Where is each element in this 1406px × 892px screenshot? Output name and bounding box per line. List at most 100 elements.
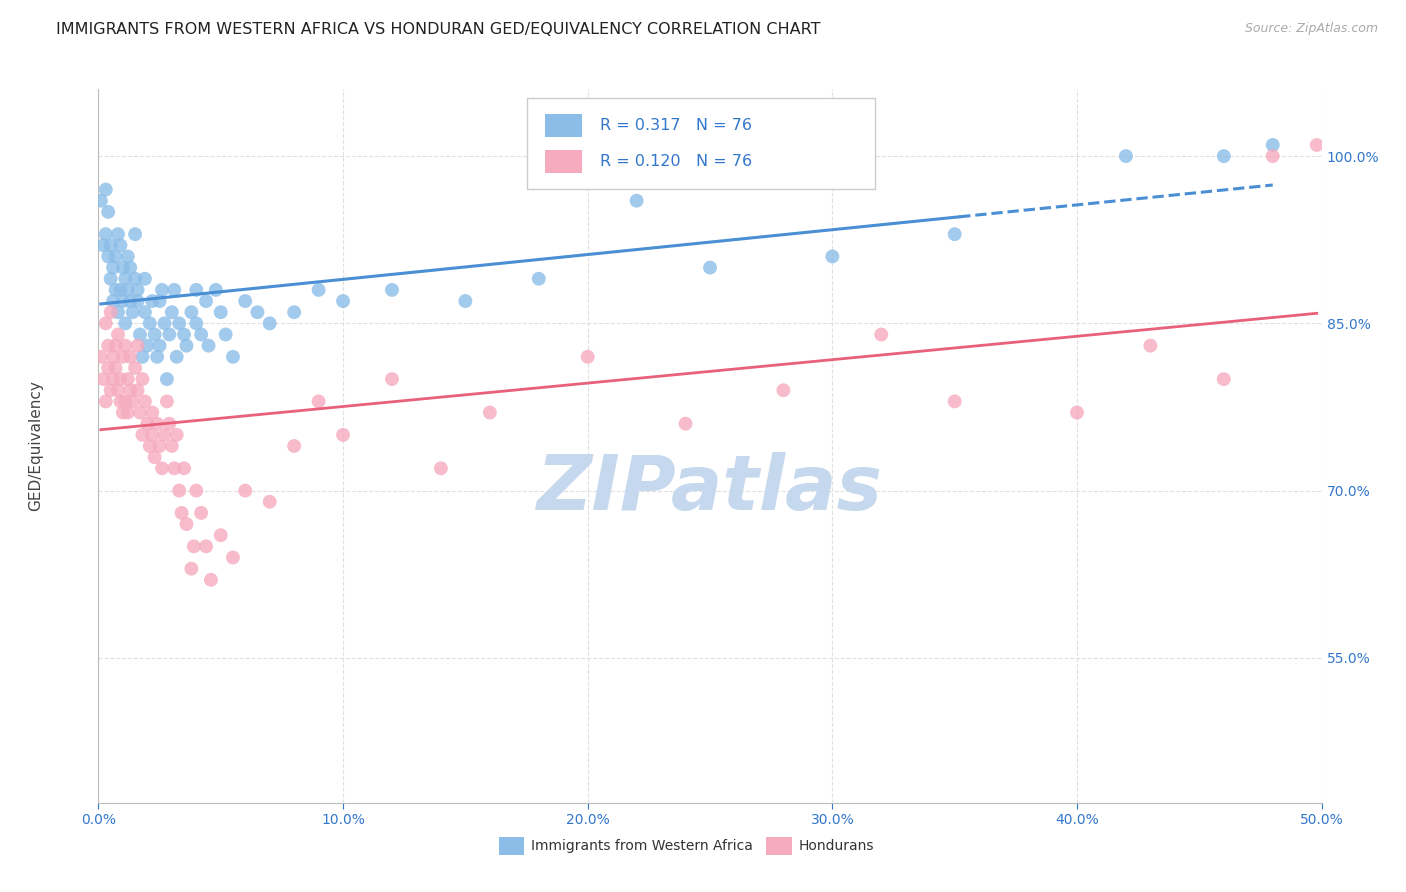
Point <box>114 317 136 331</box>
Point <box>101 372 124 386</box>
Point <box>131 428 153 442</box>
Point <box>454 294 477 309</box>
Point <box>157 327 180 342</box>
Point <box>150 461 173 475</box>
Point <box>195 294 218 309</box>
Point <box>143 450 166 465</box>
Point <box>111 294 134 309</box>
Point <box>153 428 176 442</box>
Point <box>183 539 205 553</box>
Point <box>111 406 134 420</box>
Point <box>101 294 124 309</box>
Point <box>114 339 136 353</box>
Point <box>246 305 269 319</box>
Point <box>233 294 256 309</box>
Point <box>117 372 139 386</box>
Point <box>190 506 212 520</box>
Point <box>186 483 208 498</box>
Point <box>150 283 173 297</box>
Point <box>136 417 159 431</box>
Point <box>110 238 132 252</box>
FancyBboxPatch shape <box>546 114 582 137</box>
Point <box>190 327 212 342</box>
Point <box>139 439 162 453</box>
Point <box>127 339 149 353</box>
Point <box>156 394 179 409</box>
Point <box>180 305 202 319</box>
Point <box>124 361 146 376</box>
Point <box>117 406 139 420</box>
Point <box>200 573 222 587</box>
FancyBboxPatch shape <box>546 150 582 173</box>
Point <box>94 183 117 197</box>
Point <box>173 461 195 475</box>
Point <box>149 294 172 309</box>
Point <box>167 317 190 331</box>
Point <box>90 350 112 364</box>
Point <box>176 517 198 532</box>
Point <box>124 227 146 242</box>
Text: R = 0.317   N = 76: R = 0.317 N = 76 <box>600 118 752 133</box>
Point <box>104 250 127 264</box>
Point <box>180 562 202 576</box>
Point <box>943 227 966 242</box>
Point <box>209 528 232 542</box>
Point <box>259 495 281 509</box>
Point <box>205 283 228 297</box>
Point <box>127 283 149 297</box>
Point <box>136 339 159 353</box>
Point <box>149 439 172 453</box>
Point <box>478 406 501 420</box>
Point <box>107 227 129 242</box>
Point <box>114 272 136 286</box>
Point <box>222 350 245 364</box>
Point <box>139 317 162 331</box>
Point <box>141 406 163 420</box>
Point <box>1212 372 1234 386</box>
Point <box>94 394 117 409</box>
Point <box>173 327 195 342</box>
Point <box>107 384 129 398</box>
Point <box>308 283 330 297</box>
Point <box>127 294 149 309</box>
Point <box>157 417 180 431</box>
Point <box>870 327 893 342</box>
Point <box>107 305 129 319</box>
Point <box>209 305 232 319</box>
Point <box>117 283 139 297</box>
Point <box>156 372 179 386</box>
Point <box>100 238 122 252</box>
Point <box>129 327 152 342</box>
Point <box>110 283 132 297</box>
Point <box>699 260 721 275</box>
Point <box>1212 149 1234 163</box>
Text: Immigrants from Western Africa: Immigrants from Western Africa <box>531 838 754 853</box>
Point <box>143 327 166 342</box>
Point <box>141 428 163 442</box>
Text: Source: ZipAtlas.com: Source: ZipAtlas.com <box>1244 22 1378 36</box>
Point <box>197 339 219 353</box>
Text: IMMIGRANTS FROM WESTERN AFRICA VS HONDURAN GED/EQUIVALENCY CORRELATION CHART: IMMIGRANTS FROM WESTERN AFRICA VS HONDUR… <box>56 22 821 37</box>
Point <box>100 305 122 319</box>
Point <box>153 317 176 331</box>
Point <box>114 394 136 409</box>
Point <box>104 339 127 353</box>
Point <box>527 272 550 286</box>
Point <box>1139 339 1161 353</box>
Point <box>134 272 156 286</box>
Point <box>943 394 966 409</box>
Point <box>94 227 117 242</box>
Point <box>90 194 112 208</box>
Point <box>120 384 142 398</box>
Point <box>111 260 134 275</box>
Point <box>149 339 172 353</box>
Point <box>332 428 354 442</box>
Point <box>160 439 183 453</box>
Point <box>101 350 124 364</box>
Point <box>195 539 218 553</box>
Point <box>163 283 186 297</box>
Point <box>214 327 236 342</box>
Point <box>120 260 142 275</box>
Point <box>233 483 256 498</box>
Point <box>821 250 844 264</box>
